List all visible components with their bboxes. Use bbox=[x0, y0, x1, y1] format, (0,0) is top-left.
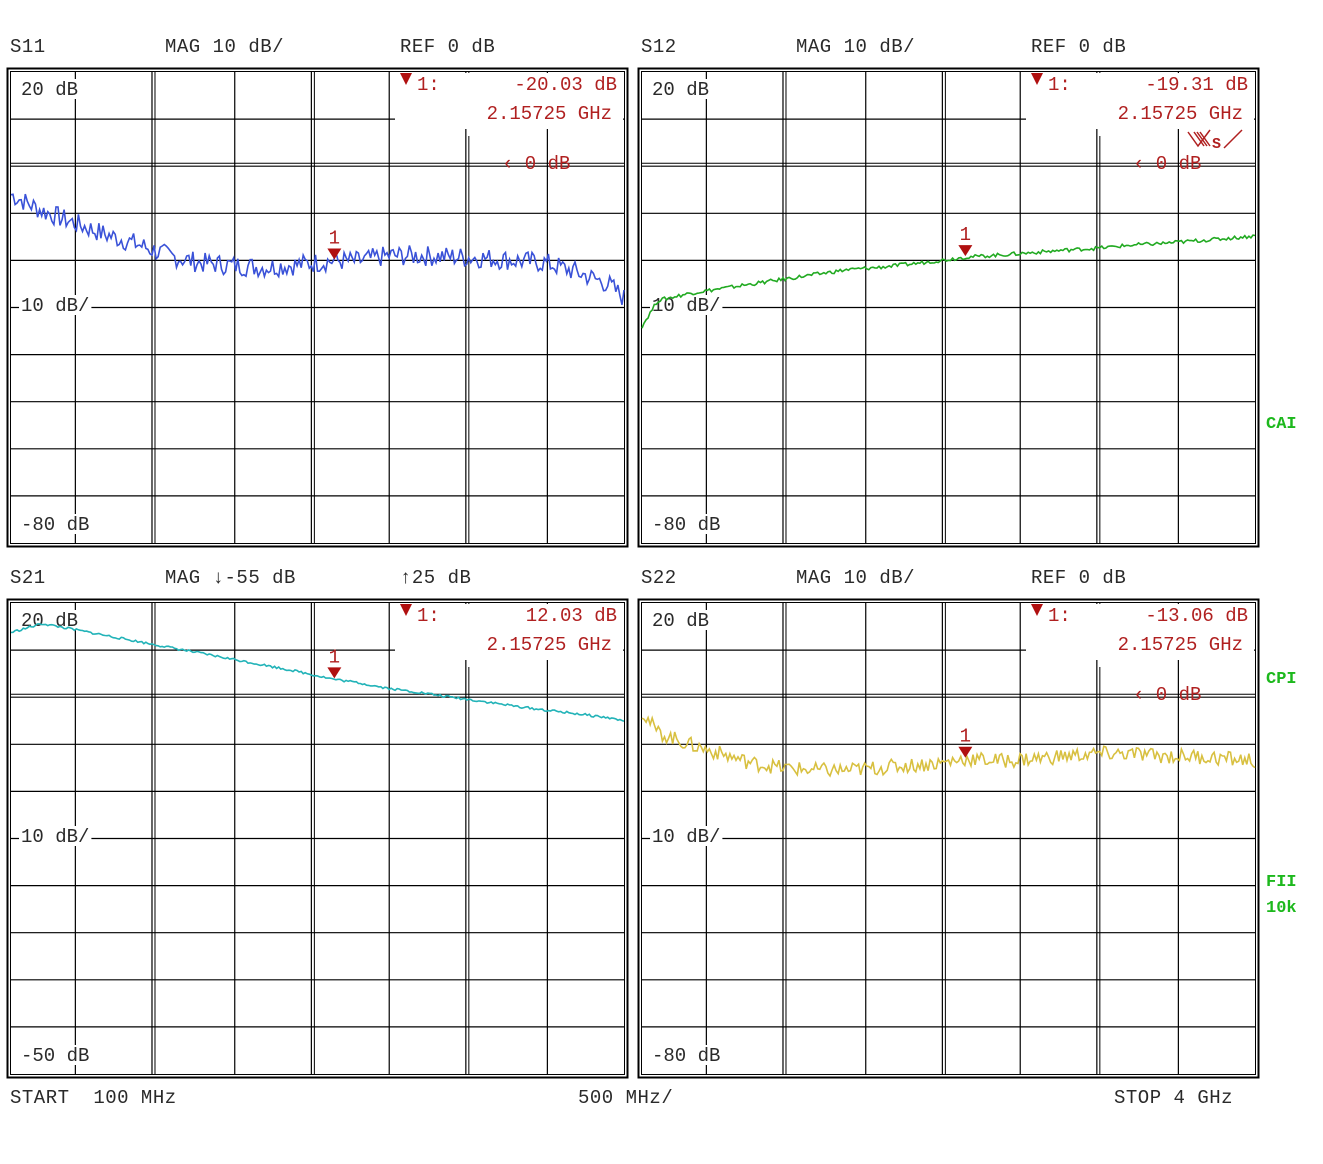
marker-label: 1: bbox=[1048, 74, 1071, 96]
scale-per-div-label: 10 dB/ bbox=[652, 295, 720, 317]
marker-triangle-icon bbox=[1031, 73, 1043, 85]
s22-ref-label: REF 0 dB bbox=[1031, 567, 1127, 589]
filter-status-label: FII bbox=[1266, 873, 1297, 892]
measurement-trace bbox=[10, 193, 625, 305]
scale-per-div-label: 10 dB/ bbox=[652, 826, 720, 848]
marker-1-icon[interactable] bbox=[327, 248, 342, 260]
marker-number: 1 bbox=[329, 228, 340, 250]
marker-label: 1: bbox=[417, 605, 440, 627]
marker-value: -13.06 dB bbox=[1145, 605, 1248, 627]
marker-triangle-icon bbox=[1031, 604, 1043, 616]
s21-scale-label: MAG ↓-55 dB bbox=[165, 567, 296, 589]
marker-triangle-icon bbox=[400, 604, 412, 616]
s21-ref-label: ↑25 dB bbox=[400, 567, 472, 589]
s11-plot: 20 dB 10 dB/ -80 dB 1: -20.03 dB 2.15725 GHz ‹… bbox=[6, 67, 629, 548]
marker-triangle-icon bbox=[400, 73, 412, 85]
marker-1-icon[interactable] bbox=[327, 667, 342, 679]
reference-level-indicator: ‹ 0 dB bbox=[502, 153, 570, 175]
marker-number: 1 bbox=[960, 726, 971, 748]
s22-param-label: S22 bbox=[641, 567, 677, 589]
marker-value: -19.31 dB bbox=[1145, 74, 1248, 96]
measurement-trace bbox=[641, 715, 1256, 778]
limit-check-icon bbox=[1187, 129, 1211, 148]
svg-text:S: S bbox=[1212, 136, 1221, 153]
top-scale-label: 20 dB bbox=[21, 610, 78, 632]
marker-value: 12.03 dB bbox=[526, 605, 617, 627]
s22-scale-label: MAG 10 dB/ bbox=[796, 567, 916, 589]
s21-param-label: S21 bbox=[10, 567, 46, 589]
coupling-status-label: CPI bbox=[1266, 670, 1297, 689]
reference-level-indicator: ‹ 0 dB bbox=[1133, 684, 1201, 706]
s22-plot: 20 dB 10 dB/ -80 dB 1: -13.06 dB 2.15725 GHz ‹… bbox=[637, 598, 1260, 1079]
marker-number: 1 bbox=[329, 646, 340, 668]
s21-plot: 20 dB 10 dB/ -50 dB 1: 12.03 dB 2.15725 GHz 1 bbox=[6, 598, 629, 1079]
reference-level-indicator: ‹ 0 dB bbox=[1133, 153, 1201, 175]
measurement-trace bbox=[10, 623, 625, 722]
top-scale-label: 20 dB bbox=[652, 610, 709, 632]
marker-frequency: 2.15725 GHz bbox=[1118, 103, 1243, 125]
scale-per-div-label: 10 dB/ bbox=[21, 295, 89, 317]
marker-label: 1: bbox=[417, 74, 440, 96]
s11-param-label: S11 bbox=[10, 36, 46, 58]
s11-ref-label: REF 0 dB bbox=[400, 36, 496, 58]
bottom-scale-label: -80 dB bbox=[21, 514, 89, 536]
bottom-scale-label: -80 dB bbox=[652, 514, 720, 536]
measurement-trace bbox=[641, 234, 1256, 329]
stop-frequency-label: STOP 4 GHz bbox=[1114, 1087, 1234, 1109]
marker-1-icon[interactable] bbox=[958, 245, 973, 257]
marker-value: -20.03 dB bbox=[514, 74, 617, 96]
bottom-scale-label: -50 dB bbox=[21, 1045, 89, 1067]
bottom-scale-label: -80 dB bbox=[652, 1045, 720, 1067]
s12-param-label: S12 bbox=[641, 36, 677, 58]
top-scale-label: 20 dB bbox=[21, 79, 78, 101]
marker-number: 1 bbox=[960, 224, 971, 246]
s12-scale-label: MAG 10 dB/ bbox=[796, 36, 916, 58]
marker-frequency: 2.15725 GHz bbox=[487, 634, 612, 656]
marker-frequency: 2.15725 GHz bbox=[487, 103, 612, 125]
span-per-div-label: 500 MHz/ bbox=[578, 1087, 674, 1109]
s12-plot: 20 dB 10 dB/ -80 dB 1: -19.31 dB 2.15725 GHz ‹… bbox=[637, 67, 1260, 548]
marker-label: 1: bbox=[1048, 605, 1071, 627]
scale-per-div-label: 10 dB/ bbox=[21, 826, 89, 848]
s12-ref-label: REF 0 dB bbox=[1031, 36, 1127, 58]
ifbw-status-label: 10k bbox=[1266, 899, 1297, 918]
top-scale-label: 20 dB bbox=[652, 79, 709, 101]
cal-status-label: CAI bbox=[1266, 415, 1297, 434]
start-frequency-label: START 100 MHz bbox=[10, 1087, 177, 1109]
marker-1-icon[interactable] bbox=[958, 746, 973, 758]
marker-frequency: 2.15725 GHz bbox=[1118, 634, 1243, 656]
s11-scale-label: MAG 10 dB/ bbox=[165, 36, 285, 58]
